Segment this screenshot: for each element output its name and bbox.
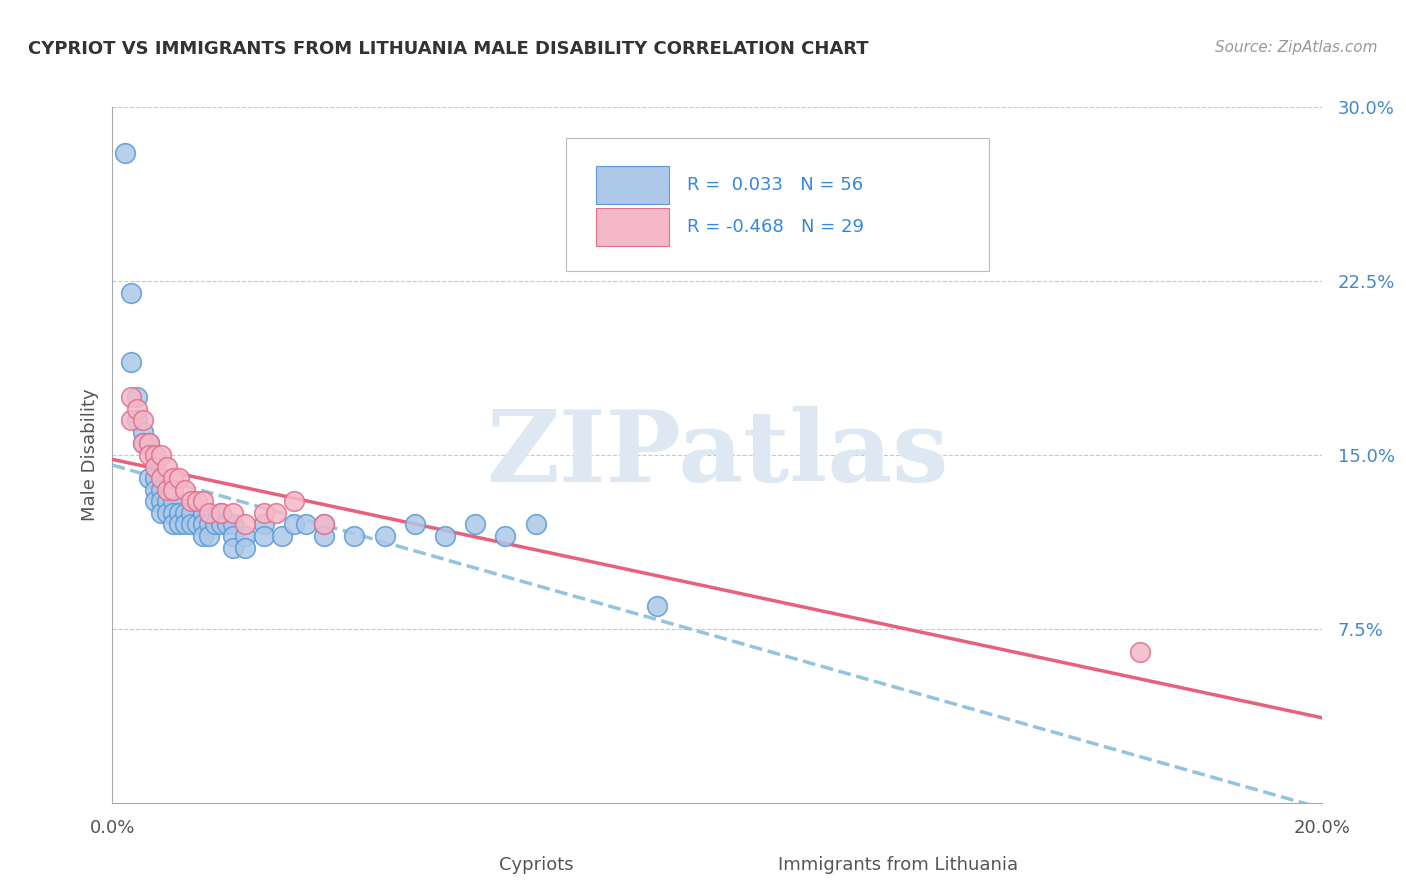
Point <box>120 355 142 369</box>
Text: Immigrants from Lithuania: Immigrants from Lithuania <box>778 856 1018 874</box>
Point <box>198 506 221 520</box>
Point <box>156 459 179 474</box>
Point <box>495 529 517 543</box>
FancyBboxPatch shape <box>565 138 990 270</box>
Point <box>222 506 245 520</box>
Point <box>162 483 184 497</box>
Point <box>253 529 276 543</box>
Point <box>253 506 276 520</box>
Point <box>120 413 142 427</box>
Point <box>180 517 202 532</box>
Point <box>314 517 336 532</box>
Point <box>186 494 208 508</box>
Text: Cypriots: Cypriots <box>499 856 574 874</box>
Point <box>180 506 202 520</box>
Point <box>149 448 172 462</box>
Point <box>253 517 276 532</box>
Point <box>138 448 160 462</box>
Point <box>209 506 232 520</box>
Point <box>125 401 148 416</box>
Point <box>143 494 166 508</box>
Text: R =  0.033   N = 56: R = 0.033 N = 56 <box>686 177 863 194</box>
Point <box>156 506 179 520</box>
Point <box>132 436 155 450</box>
Point <box>198 517 221 532</box>
Point <box>149 494 172 508</box>
Point <box>143 459 166 474</box>
Ellipse shape <box>450 855 477 876</box>
Point <box>235 541 257 555</box>
Bar <box>596 208 669 246</box>
Text: CYPRIOT VS IMMIGRANTS FROM LITHUANIA MALE DISABILITY CORRELATION CHART: CYPRIOT VS IMMIGRANTS FROM LITHUANIA MAL… <box>28 40 869 58</box>
Point <box>120 285 142 300</box>
Point <box>162 471 184 485</box>
Point <box>222 529 245 543</box>
Point <box>222 541 245 555</box>
Point <box>209 517 232 532</box>
Point <box>374 529 396 543</box>
Point <box>174 483 197 497</box>
Text: Source: ZipAtlas.com: Source: ZipAtlas.com <box>1215 40 1378 55</box>
Y-axis label: Male Disability: Male Disability <box>80 389 98 521</box>
Point <box>138 436 160 450</box>
Point <box>162 506 184 520</box>
Point <box>191 506 214 520</box>
Point <box>125 390 148 404</box>
Point <box>149 506 172 520</box>
Point <box>125 413 148 427</box>
Point <box>174 517 197 532</box>
Point <box>191 529 214 543</box>
Point <box>1129 645 1152 659</box>
Point <box>138 471 160 485</box>
Point <box>222 517 245 532</box>
Point <box>209 506 232 520</box>
Point <box>283 517 305 532</box>
Point <box>191 494 214 508</box>
Point <box>143 471 166 485</box>
Point <box>143 483 166 497</box>
Point <box>283 494 305 508</box>
Point <box>180 494 202 508</box>
Point <box>167 506 190 520</box>
Ellipse shape <box>728 855 755 876</box>
Point <box>295 517 318 532</box>
Point <box>204 517 226 532</box>
Point <box>235 517 257 532</box>
Point <box>645 599 668 613</box>
Bar <box>596 166 669 204</box>
Point <box>114 146 136 161</box>
Point <box>314 517 336 532</box>
Point <box>174 506 197 520</box>
Point <box>191 517 214 532</box>
Point <box>132 425 155 439</box>
Point <box>149 483 172 497</box>
Point <box>149 471 172 485</box>
Text: ZIPatlas: ZIPatlas <box>486 407 948 503</box>
Point <box>270 529 292 543</box>
Point <box>264 506 287 520</box>
Point <box>132 436 155 450</box>
Point <box>156 494 179 508</box>
Point <box>217 517 239 532</box>
Point <box>167 517 190 532</box>
Point <box>198 529 221 543</box>
Point <box>343 529 366 543</box>
Point <box>524 517 547 532</box>
Point <box>167 471 190 485</box>
Point <box>156 483 179 497</box>
Point <box>404 517 426 532</box>
Point <box>235 529 257 543</box>
Point <box>143 448 166 462</box>
Point <box>186 517 208 532</box>
Point <box>314 529 336 543</box>
Text: R = -0.468   N = 29: R = -0.468 N = 29 <box>686 218 863 236</box>
Point <box>433 529 456 543</box>
Point <box>162 494 184 508</box>
Point <box>464 517 486 532</box>
Point <box>132 413 155 427</box>
Point <box>120 390 142 404</box>
Point <box>162 517 184 532</box>
Point <box>138 436 160 450</box>
